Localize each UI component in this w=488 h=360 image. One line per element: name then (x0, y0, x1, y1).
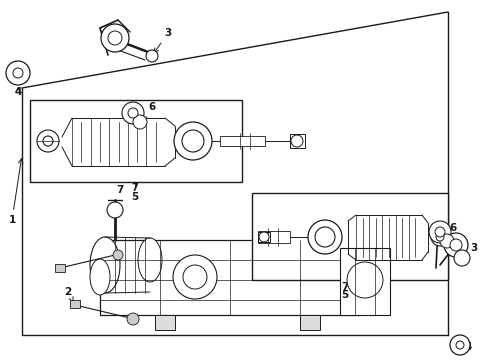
Circle shape (259, 232, 268, 242)
Bar (289, 134, 305, 148)
Bar (100, 240, 359, 315)
Bar (155, 315, 175, 330)
Circle shape (6, 61, 30, 85)
Text: 1: 1 (8, 159, 23, 225)
Circle shape (182, 130, 203, 152)
Circle shape (435, 233, 443, 241)
Circle shape (439, 234, 453, 248)
Bar (299, 315, 319, 330)
Circle shape (453, 250, 469, 266)
Circle shape (449, 335, 469, 355)
Circle shape (449, 239, 461, 251)
Circle shape (108, 31, 122, 45)
Circle shape (128, 108, 138, 118)
Circle shape (455, 341, 463, 349)
Circle shape (430, 228, 448, 246)
Circle shape (113, 250, 123, 260)
Circle shape (43, 136, 53, 146)
Circle shape (183, 265, 206, 289)
Text: 5: 5 (341, 290, 348, 300)
Text: 3: 3 (460, 243, 476, 253)
Bar (55, 264, 65, 272)
Text: 7: 7 (131, 183, 138, 193)
Circle shape (290, 135, 303, 147)
Circle shape (133, 115, 147, 129)
Circle shape (37, 130, 59, 152)
Circle shape (307, 220, 341, 254)
Circle shape (434, 227, 444, 237)
Circle shape (346, 262, 382, 298)
Text: 4: 4 (464, 342, 471, 352)
Ellipse shape (90, 259, 110, 295)
Text: 6: 6 (142, 102, 155, 119)
Bar (258, 232, 269, 242)
Circle shape (174, 122, 212, 160)
Circle shape (146, 50, 158, 62)
Text: 2: 2 (64, 287, 73, 302)
Text: 7: 7 (116, 185, 123, 195)
Circle shape (122, 102, 143, 124)
Circle shape (428, 221, 450, 243)
Circle shape (13, 68, 23, 78)
Ellipse shape (90, 237, 120, 293)
Circle shape (314, 227, 334, 247)
Bar (339, 248, 389, 315)
Bar (220, 136, 264, 146)
Bar (258, 231, 289, 243)
Text: 7: 7 (341, 282, 347, 292)
Bar (30, 100, 242, 182)
Circle shape (101, 24, 129, 52)
Circle shape (173, 255, 217, 299)
Text: 5: 5 (131, 192, 138, 202)
Circle shape (443, 233, 467, 257)
Ellipse shape (138, 238, 162, 282)
Text: 4: 4 (14, 87, 21, 97)
Text: 3: 3 (154, 28, 171, 53)
Circle shape (107, 202, 123, 218)
Circle shape (127, 313, 139, 325)
Text: 7: 7 (341, 282, 348, 292)
Bar (70, 300, 80, 308)
Text: 6: 6 (447, 223, 456, 238)
Bar (251, 193, 447, 280)
